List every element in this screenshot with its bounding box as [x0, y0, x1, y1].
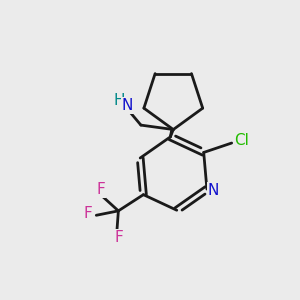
Text: F: F [84, 206, 93, 221]
Text: H: H [113, 93, 125, 108]
Text: N: N [122, 98, 133, 113]
Text: Cl: Cl [235, 133, 249, 148]
Text: F: F [114, 230, 123, 245]
Text: F: F [96, 182, 105, 197]
Text: N: N [208, 183, 219, 198]
